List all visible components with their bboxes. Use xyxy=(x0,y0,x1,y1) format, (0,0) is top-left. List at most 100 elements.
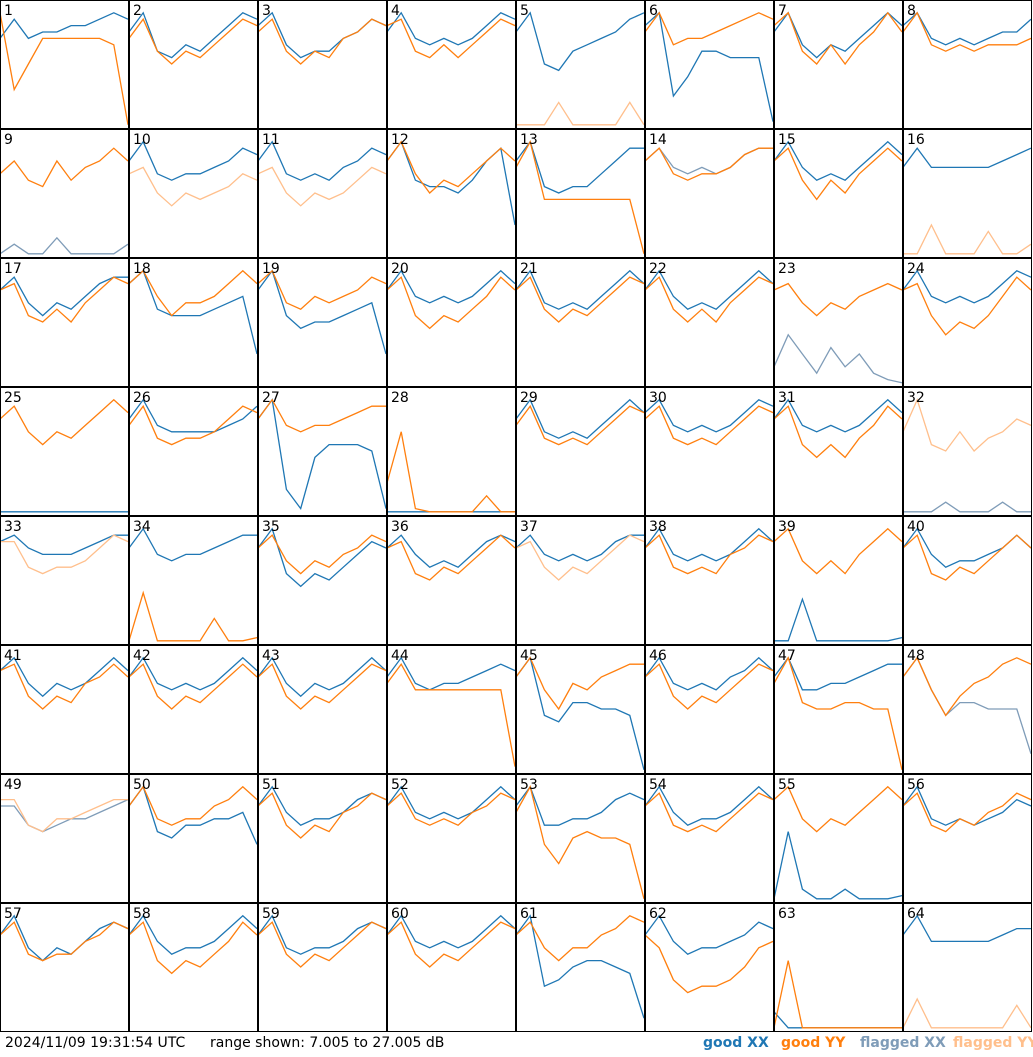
panel xyxy=(387,656,515,767)
panel-border xyxy=(774,387,903,516)
spectrum-yy xyxy=(0,798,128,833)
spectrum-yy xyxy=(516,101,644,126)
spectrum-xx xyxy=(774,656,902,691)
panel-border xyxy=(0,258,129,387)
panel-border xyxy=(129,903,258,1032)
panel-label: 58 xyxy=(133,906,151,922)
spectrum-xx xyxy=(516,785,644,826)
spectrum-yy xyxy=(774,656,902,770)
spectrum-yy xyxy=(774,405,902,459)
spectrum-yy xyxy=(903,792,1031,833)
spectrum-xx xyxy=(0,276,128,317)
spectrum-xx xyxy=(258,140,386,181)
spectrum-yy xyxy=(516,140,644,254)
spectrum-xx xyxy=(129,656,257,691)
panel xyxy=(258,140,386,207)
spectrum-yy xyxy=(903,397,1031,452)
panel xyxy=(0,656,128,710)
spectrum-yy xyxy=(129,17,257,65)
panel xyxy=(774,527,902,642)
spectrum-xx xyxy=(903,147,1031,169)
panel-label: 9 xyxy=(4,132,13,148)
panel xyxy=(645,527,773,575)
spectrum-yy xyxy=(387,140,515,194)
panel xyxy=(903,785,1031,833)
panel-label: 25 xyxy=(4,390,22,406)
spectrum-yy xyxy=(903,276,1031,336)
panel xyxy=(516,269,644,323)
panel-border xyxy=(645,258,774,387)
panel xyxy=(903,914,1031,1029)
panel-border xyxy=(0,516,129,645)
panel-border xyxy=(129,258,258,387)
panel xyxy=(0,147,128,255)
spectrum-xx xyxy=(645,785,773,826)
spectrum-xx xyxy=(129,140,257,181)
spectrum-xx xyxy=(516,914,644,1019)
panel xyxy=(516,785,644,899)
panel-border xyxy=(0,774,129,903)
panel-label: 39 xyxy=(778,519,796,535)
spectrum-xx xyxy=(129,398,257,433)
panel-label: 41 xyxy=(4,648,22,664)
spectrum-yy xyxy=(129,166,257,207)
panel-label: 10 xyxy=(133,132,151,148)
spectrum-yy xyxy=(516,404,644,446)
spectrum-xx xyxy=(0,799,128,833)
panel-border xyxy=(516,516,645,645)
panel xyxy=(645,11,773,122)
panel-border xyxy=(903,258,1032,387)
panel-label: 44 xyxy=(391,648,409,664)
panel-label: 51 xyxy=(262,777,280,793)
spectrum-xx xyxy=(516,269,644,310)
spectrum-xx xyxy=(774,831,902,900)
panel-label: 42 xyxy=(133,648,151,664)
spectrum-xx xyxy=(258,656,386,698)
spectrum-yy xyxy=(0,663,128,710)
panel-border xyxy=(0,0,129,129)
spectrum-xx xyxy=(387,269,515,304)
spectrum-yy xyxy=(0,534,128,575)
panel xyxy=(258,527,386,588)
panel xyxy=(516,140,644,254)
spectrum-xx xyxy=(645,269,773,310)
panel xyxy=(387,11,515,59)
panel-border xyxy=(516,903,645,1032)
spectrum-yy xyxy=(774,11,902,66)
panel-border xyxy=(774,0,903,129)
panel-label: 63 xyxy=(778,906,796,922)
legend-entry: good XX xyxy=(703,1035,769,1051)
panel-border xyxy=(258,0,387,129)
panel xyxy=(903,397,1031,513)
panel-border xyxy=(774,129,903,258)
spectrum-xx xyxy=(258,269,386,355)
timestamp: 2024/11/09 19:31:54 UTC xyxy=(5,1035,185,1051)
panel-label: 54 xyxy=(649,777,667,793)
spectrum-xx xyxy=(0,236,128,255)
panel-border xyxy=(387,0,516,129)
panel xyxy=(645,398,773,446)
spectrum-xx xyxy=(903,269,1031,304)
spectrum-yy xyxy=(903,11,1031,52)
spectrum-xx xyxy=(903,11,1031,46)
spectrum-xx xyxy=(645,147,773,175)
panel-label: 48 xyxy=(907,648,925,664)
panel xyxy=(129,11,257,65)
panel-border xyxy=(387,516,516,645)
spectrum-xx xyxy=(645,914,773,955)
panel-label: 14 xyxy=(649,132,667,148)
panel-border xyxy=(903,903,1032,1032)
panel xyxy=(0,398,128,513)
panel-label: 28 xyxy=(391,390,409,406)
spectrum-xx xyxy=(258,527,386,588)
spectrum-yy xyxy=(129,785,257,826)
spectrum-xx xyxy=(387,11,515,46)
spectrum-yy xyxy=(516,534,644,581)
spectrum-yy xyxy=(774,147,902,201)
panel xyxy=(258,914,386,968)
panel xyxy=(645,914,773,994)
spectrum-xx xyxy=(903,656,1031,754)
spectrum-yy xyxy=(129,663,257,710)
panel-label: 59 xyxy=(262,906,280,922)
